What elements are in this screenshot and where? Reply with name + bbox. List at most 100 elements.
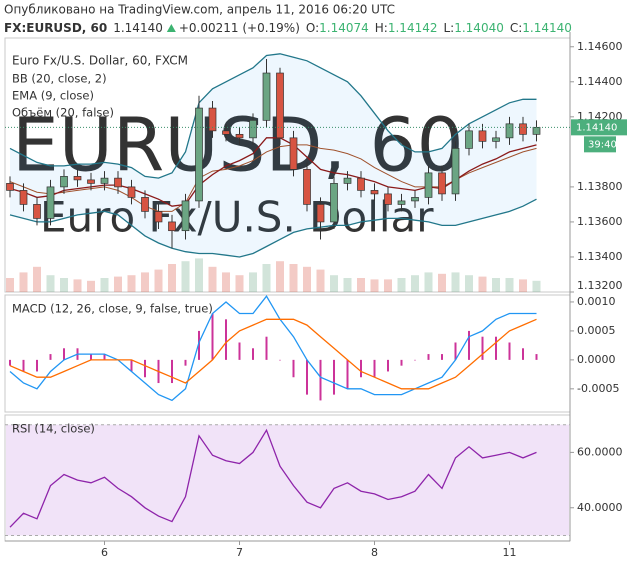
- histogram-bar: [454, 342, 457, 360]
- indicator-line: [9, 428, 537, 528]
- volume-bar: [208, 266, 217, 292]
- candle-body: [411, 197, 419, 202]
- volume-bar: [33, 266, 41, 292]
- histogram-bar: [171, 359, 173, 384]
- indicator-line: [9, 295, 537, 402]
- candle-body: [438, 172, 446, 195]
- ohlc-value: 1.14142: [388, 21, 438, 35]
- candle-body: [222, 130, 230, 135]
- candle-body: [276, 72, 284, 139]
- histogram-bar: [238, 342, 241, 360]
- y-tick-label: 1.14600: [577, 40, 623, 53]
- bollinger-upper: [9, 53, 537, 179]
- histogram-bar: [333, 359, 335, 395]
- candle-body: [357, 177, 365, 191]
- volume-bar: [465, 275, 473, 292]
- candle-body: [127, 186, 136, 198]
- volume-bar: [168, 264, 176, 292]
- histogram-bar: [265, 336, 268, 360]
- last-price-box: [571, 119, 627, 136]
- watermark-symbol: EURUSD, 60: [12, 103, 464, 189]
- histogram-bar: [63, 348, 65, 360]
- candle-body: [397, 200, 406, 205]
- x-tick-label: 8: [371, 546, 378, 559]
- volume-bar: [384, 279, 392, 292]
- candle-body: [451, 148, 460, 195]
- volume-bar: [127, 275, 136, 292]
- bollinger-lower: [9, 198, 537, 258]
- candle-body: [465, 130, 473, 149]
- candle-body: [181, 200, 190, 232]
- histogram-bar: [225, 319, 227, 360]
- x-tick-label: 6: [101, 546, 108, 559]
- candle-body: [492, 137, 500, 142]
- volume-bar: [438, 273, 446, 292]
- candle-body: [100, 177, 109, 184]
- ohlc-label: H:: [375, 21, 388, 35]
- y-tick-label: 1.14400: [577, 75, 623, 88]
- candle-body: [235, 133, 244, 139]
- histogram-bar: [279, 359, 281, 361]
- histogram-bar: [306, 359, 308, 395]
- candle-body: [73, 176, 82, 181]
- histogram-bar: [184, 359, 187, 366]
- pane-title: MACD (12, 26, close, 9, false, true): [12, 302, 213, 316]
- volume-bar: [195, 258, 203, 292]
- y-tick-label: -0.0005: [577, 382, 619, 395]
- candle-body: [154, 211, 163, 223]
- histogram-bar: [198, 330, 200, 360]
- candle-body: [262, 72, 271, 121]
- ohlc-label: C:: [510, 21, 522, 35]
- candle-body: [19, 190, 28, 205]
- volume-bar: [154, 269, 163, 292]
- candle-body: [141, 197, 149, 212]
- histogram-bar: [535, 354, 538, 360]
- volume-bar: [397, 278, 406, 292]
- volume-bar: [343, 278, 352, 292]
- candle-body: [316, 204, 325, 223]
- symbol-line: FX:EURUSD, 60 1.14140 +0.00211 (+0.19%) O:1…: [4, 21, 572, 35]
- volume-bar: [235, 275, 244, 292]
- watermark-description: Euro Fx/U.S. Dollar: [40, 193, 434, 242]
- histogram-bar: [495, 336, 497, 360]
- y-tick-label: 0.0010: [577, 295, 616, 308]
- volume-bar: [519, 279, 527, 292]
- histogram-bar: [90, 354, 92, 360]
- histogram-bar: [387, 359, 389, 372]
- histogram-bar: [252, 348, 254, 360]
- volume-bar: [451, 272, 460, 292]
- volume-bar: [114, 276, 122, 292]
- y-tick-label: 1.13400: [577, 250, 623, 263]
- ohlc-value: 1.14074: [319, 21, 369, 35]
- x-tick-label: 11: [503, 546, 517, 559]
- indicator-line: [9, 318, 537, 390]
- candle-body: [384, 193, 392, 205]
- volume-bar: [222, 272, 230, 292]
- candle-body: [303, 169, 311, 205]
- candle-body: [87, 179, 95, 184]
- histogram-bar: [144, 359, 146, 378]
- last-price-label: 1.14140: [576, 122, 617, 133]
- symbol: FX:EURUSD, 60: [4, 21, 107, 35]
- volume-bar: [6, 278, 14, 292]
- histogram-bar: [103, 354, 106, 360]
- volume-bar: [181, 261, 190, 292]
- candle-body: [343, 177, 352, 184]
- pane-title: Euro Fx/U.S. Dollar, 60, FXCM: [12, 54, 188, 68]
- volume-bar: [60, 278, 68, 292]
- study-label: Объём (20, false): [12, 106, 114, 120]
- volume-bar: [357, 278, 365, 292]
- volume-bar: [330, 275, 338, 292]
- y-tick-label: 1.13600: [577, 215, 623, 228]
- published-note: Опубликовано на TradingView.com, апрель …: [4, 3, 395, 17]
- volume-bar: [424, 272, 433, 292]
- candle-body: [168, 221, 176, 232]
- candle-body: [208, 107, 217, 132]
- y-tick-label: 0.0000: [577, 353, 616, 366]
- histogram-bar: [360, 359, 362, 378]
- candle-body: [195, 107, 203, 202]
- histogram-bar: [211, 313, 214, 360]
- volume-bar: [370, 279, 379, 292]
